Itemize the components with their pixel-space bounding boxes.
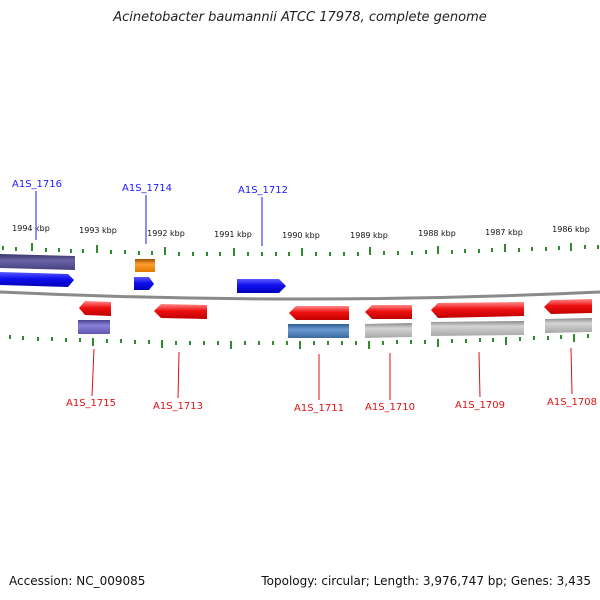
tick-label: 1991 kbp bbox=[214, 230, 252, 239]
tick-label: 1986 kbp bbox=[552, 225, 590, 234]
gene-label-a1s-1714[interactable]: A1S_1714 bbox=[122, 183, 172, 194]
gene-label-a1s-1715[interactable]: A1S_1715 bbox=[66, 398, 116, 409]
lower-tick-row bbox=[9, 334, 589, 349]
accession-text: Accession: NC_009085 bbox=[9, 574, 146, 588]
companion-bar-gray[interactable] bbox=[431, 321, 524, 336]
leader-line-a1s-1709 bbox=[478, 351, 481, 398]
gene-label-a1s-1713[interactable]: A1S_1713 bbox=[153, 401, 203, 412]
leader-line-a1s-1708 bbox=[570, 347, 573, 395]
tick-label: 1992 kbp bbox=[147, 229, 185, 238]
companion-bar-gray[interactable] bbox=[545, 318, 592, 333]
companion-bar-orange[interactable] bbox=[135, 259, 155, 272]
tick-label: 1989 kbp bbox=[350, 231, 388, 240]
leader-line-a1s-1715 bbox=[91, 348, 95, 397]
gene-label-a1s-1712[interactable]: A1S_1712 bbox=[238, 185, 288, 196]
gene-arrow-a1s-1714[interactable] bbox=[134, 277, 154, 290]
upper-tick-row bbox=[2, 243, 599, 256]
kbp-tick-labels: 1994 kbp 1993 kbp 1992 kbp 1991 kbp 1990… bbox=[12, 224, 590, 240]
companion-bar-purple[interactable] bbox=[78, 320, 110, 334]
genome-backbone bbox=[0, 290, 600, 301]
gene-arrow-a1s-1709[interactable] bbox=[431, 302, 524, 318]
tick-label: 1993 kbp bbox=[79, 226, 117, 235]
gene-arrow-a1s-1711[interactable] bbox=[289, 306, 349, 320]
gene-arrow-a1s-1708[interactable] bbox=[544, 299, 592, 314]
gene-label-a1s-1716[interactable]: A1S_1716 bbox=[12, 179, 62, 190]
gene-arrow-a1s-1710[interactable] bbox=[365, 305, 412, 319]
tick-label: 1988 kbp bbox=[418, 229, 456, 238]
tick-label: 1994 kbp bbox=[12, 224, 50, 233]
gene-label-a1s-1711[interactable]: A1S_1711 bbox=[294, 403, 344, 414]
gene-arrow-a1s-1715[interactable] bbox=[79, 301, 111, 316]
companion-bar-gray[interactable] bbox=[365, 323, 412, 338]
gene-arrow-a1s-1712[interactable] bbox=[237, 279, 286, 293]
genome-summary-text: Topology: circular; Length: 3,976,747 bp… bbox=[261, 574, 591, 588]
companion-bar-dark-purple[interactable] bbox=[0, 254, 75, 270]
gene-label-a1s-1708[interactable]: A1S_1708 bbox=[547, 397, 597, 408]
leader-line-a1s-1713 bbox=[177, 351, 180, 399]
gene-arrow-a1s-1713[interactable] bbox=[154, 304, 207, 319]
gene-arrow-a1s-1716[interactable] bbox=[0, 272, 74, 287]
gene-label-a1s-1709[interactable]: A1S_1709 bbox=[455, 400, 505, 411]
genome-title: Acinetobacter baumannii ATCC 17978, comp… bbox=[113, 10, 487, 25]
gene-label-a1s-1710[interactable]: A1S_1710 bbox=[365, 402, 415, 413]
companion-bar-steel-blue[interactable] bbox=[288, 324, 349, 338]
tick-label: 1990 kbp bbox=[282, 231, 320, 240]
tick-label: 1987 kbp bbox=[485, 228, 523, 237]
